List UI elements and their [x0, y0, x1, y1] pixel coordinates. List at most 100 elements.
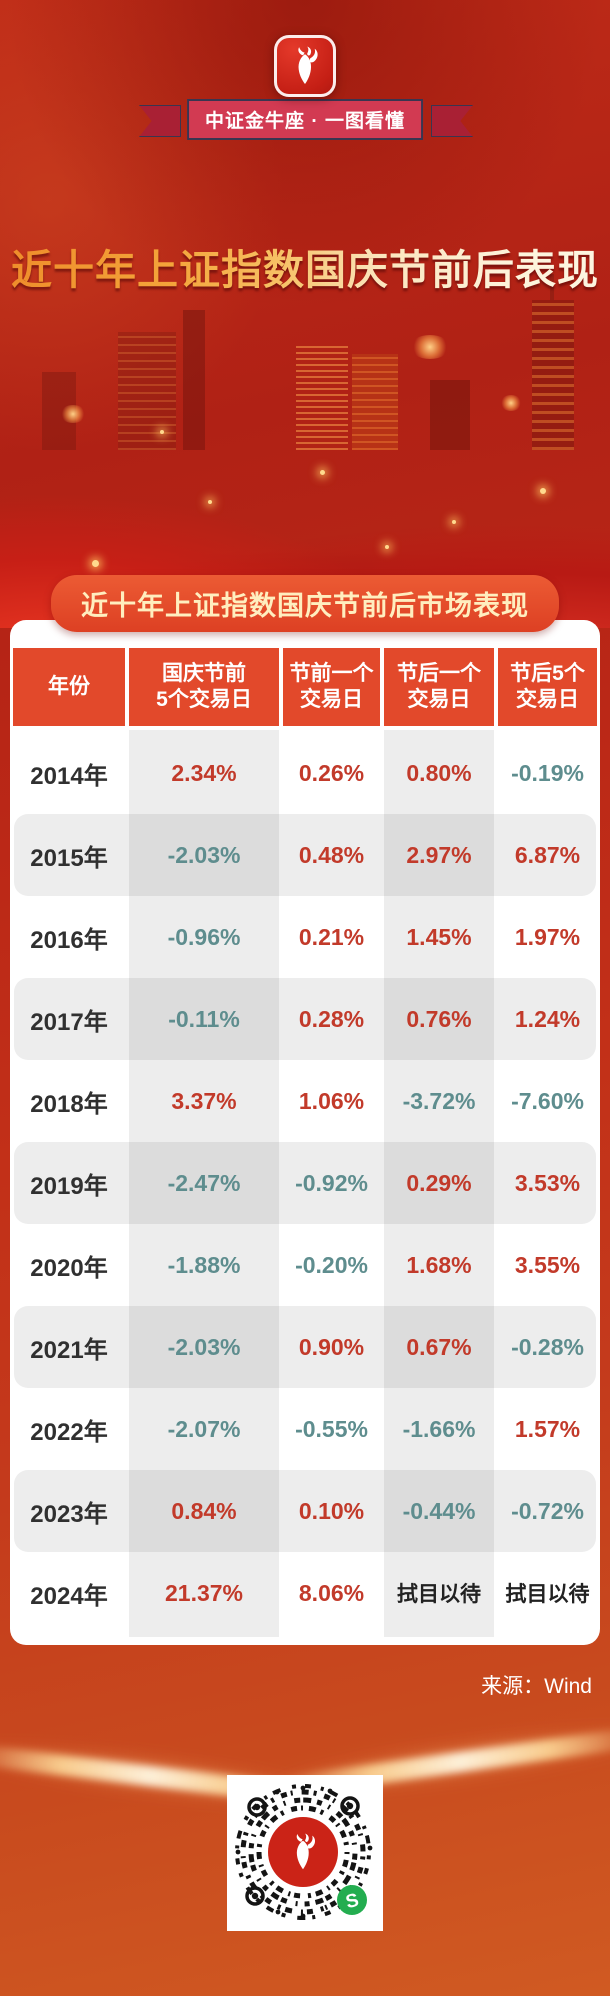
table-row: 2015年 -2.03% 0.48% 2.97% 6.87%	[13, 814, 597, 896]
year-cell: 2020年	[30, 1254, 108, 1282]
table-row: 2020年 -1.88% -0.20% 1.68% 3.55%	[13, 1224, 597, 1306]
value-cell: -3.72%	[402, 1087, 476, 1114]
value-cell: -0.20%	[295, 1251, 368, 1278]
table-header-row: 年份 国庆节前 5个交易日 节前一个 交易日 节后一个 交易日 节后5个 交易日	[13, 648, 597, 726]
value-cell: -0.55%	[295, 1415, 368, 1442]
value-cell: -2.47%	[167, 1169, 241, 1196]
table-row: 2023年 0.84% 0.10% -0.44% -0.72%	[13, 1470, 597, 1552]
value-cell: 1.68%	[406, 1251, 472, 1278]
year-cell: 2024年	[30, 1582, 108, 1610]
year-cell: 2021年	[30, 1336, 108, 1364]
value-cell: 0.67%	[406, 1333, 472, 1360]
section-banner-label: 近十年上证指数国庆节前后市场表现	[81, 591, 529, 621]
value-cell: 0.76%	[406, 1005, 472, 1032]
source-label: 来源：Wind	[481, 1675, 592, 1698]
value-cell: -0.72%	[511, 1497, 584, 1524]
gold-sparkle	[320, 470, 325, 475]
qr-code: S	[227, 1775, 383, 1931]
column-header: 节前一个 交易日	[283, 648, 380, 726]
table-row: 2016年 -0.96% 0.21% 1.45% 1.97%	[13, 896, 597, 978]
ribbon-tail-left	[139, 105, 181, 137]
value-cell: 0.28%	[298, 1005, 365, 1032]
year-cell: 2023年	[30, 1500, 108, 1528]
page-title: 近十年上证指数国庆节前后表现	[0, 236, 610, 296]
value-cell: 1.45%	[406, 923, 472, 950]
column-header: 年份	[13, 648, 125, 726]
value-cell: 1.57%	[514, 1415, 581, 1442]
year-cell: 2016年	[30, 926, 108, 954]
year-cell: 2018年	[30, 1090, 108, 1118]
value-cell: 6.87%	[514, 841, 581, 868]
value-cell: 1.24%	[514, 1005, 581, 1032]
value-cell: 21.37%	[164, 1579, 243, 1606]
value-cell: 0.84%	[171, 1497, 237, 1524]
value-cell: 2.97%	[406, 841, 472, 868]
value-cell: -2.03%	[167, 1333, 241, 1360]
value-cell: -0.19%	[511, 759, 584, 786]
table-row: 2017年 -0.11% 0.28% 0.76% 1.24%	[13, 978, 597, 1060]
year-cell: 2022年	[30, 1418, 108, 1446]
gold-sparkle	[160, 430, 164, 434]
table-body: 2014年 2.34% 0.26% 0.80% -0.19% 2015年 -2.03% 0.4…	[13, 732, 597, 1634]
year-cell: 2015年	[30, 844, 108, 872]
value-cell: 2.34%	[171, 759, 237, 786]
year-cell: 2017年	[30, 1008, 108, 1036]
value-cell: -0.92%	[295, 1169, 368, 1196]
value-cell: -2.07%	[167, 1415, 241, 1442]
gold-sparkle	[208, 500, 212, 504]
row-stripe	[14, 978, 596, 1060]
gold-sparkle	[452, 520, 456, 524]
row-stripe	[14, 814, 596, 896]
value-cell: -0.28%	[511, 1333, 584, 1360]
gold-sparkle	[540, 488, 546, 494]
brand-logo	[274, 35, 336, 97]
brand-ribbon: 中证金牛座 · 一图看懂	[187, 99, 423, 140]
svg-text:S: S	[344, 1890, 361, 1913]
column-highlight	[384, 730, 494, 1637]
year-cell: 2014年	[30, 762, 108, 790]
table-row: 2014年 2.34% 0.26% 0.80% -0.19%	[13, 732, 597, 814]
year-cell: 2019年	[30, 1172, 108, 1200]
row-stripe	[14, 1306, 596, 1388]
gold-sparkle	[92, 560, 99, 567]
value-cell: 8.06%	[298, 1579, 365, 1606]
value-cell: -1.88%	[167, 1251, 241, 1278]
value-cell: 0.26%	[298, 759, 365, 786]
value-cell: 0.29%	[406, 1169, 472, 1196]
value-cell: -7.60%	[511, 1087, 584, 1114]
ribbon-tail-right	[431, 105, 473, 137]
column-header: 节后一个 交易日	[384, 648, 494, 726]
value-cell: 0.10%	[298, 1497, 365, 1524]
city-glow	[410, 335, 450, 359]
value-cell: -1.66%	[402, 1415, 476, 1442]
value-cell: 0.48%	[298, 841, 365, 868]
section-banner: 近十年上证指数国庆节前后市场表现	[51, 575, 559, 632]
value-cell: 拭目以待	[505, 1583, 590, 1606]
row-stripe	[14, 1470, 596, 1552]
column-header: 国庆节前 5个交易日	[129, 648, 279, 726]
row-stripe	[14, 1142, 596, 1224]
value-cell: 1.97%	[514, 923, 581, 950]
wechat-mini-program-qr-icon: S	[235, 1784, 373, 1920]
column-header: 节后5个 交易日	[498, 648, 597, 726]
wechat-mini-program-icon	[337, 1885, 367, 1915]
table-row: 2018年 3.37% 1.06% -3.72% -7.60%	[13, 1060, 597, 1142]
value-cell: 1.06%	[298, 1087, 365, 1114]
value-cell: 0.90%	[298, 1333, 365, 1360]
bull-icon	[296, 1833, 316, 1870]
value-cell: 3.55%	[514, 1251, 581, 1278]
value-cell: 0.21%	[298, 923, 365, 950]
table-row: 2021年 -2.03% 0.90% 0.67% -0.28%	[13, 1306, 597, 1388]
data-card: 年份 国庆节前 5个交易日 节前一个 交易日 节后一个 交易日 节后5个 交易日 201…	[10, 620, 600, 1645]
value-cell: 拭目以待	[397, 1583, 481, 1606]
brand-ribbon-label: 中证金牛座 · 一图看懂	[205, 111, 405, 132]
building-silhouette	[183, 310, 205, 450]
value-cell: -0.96%	[167, 923, 241, 950]
value-cell: 3.53%	[514, 1169, 581, 1196]
gold-sparkle	[385, 545, 389, 549]
city-glow	[500, 395, 522, 411]
value-cell: 3.37%	[171, 1087, 237, 1114]
table-row: 2024年 21.37% 8.06% 拭目以待 拭目以待	[13, 1552, 597, 1634]
column-highlight	[129, 730, 279, 1637]
